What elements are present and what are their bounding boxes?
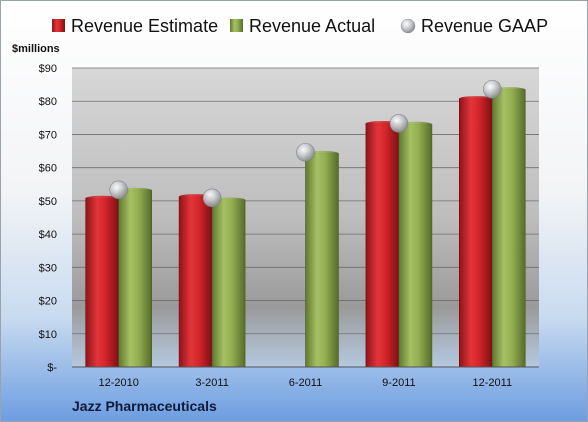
y-tick-label: $90 (39, 63, 57, 75)
x-tick-label: 6-2011 (289, 377, 322, 389)
legend-label-revenue-gaap: Revenue GAAP (421, 16, 548, 36)
bar-revenue-actual (211, 199, 246, 368)
y-tick-label: $80 (39, 96, 57, 108)
y-axis-ticks: $- $10 $20 $30 $40 $50 $60 $70 $80 $90 (39, 63, 58, 374)
x-axis-ticks: 12-2010 3-2011 6-2011 9-2011 12-2011 (99, 377, 513, 389)
bar-revenue-estimate-top (459, 96, 493, 102)
bar-revenue-estimate (458, 98, 493, 368)
legend-marker-revenue-gaap (400, 18, 416, 34)
y-tick-label: $- (47, 362, 57, 374)
legend-label-revenue-actual: Revenue Actual (249, 16, 375, 36)
bar-revenue-estimate (365, 123, 400, 368)
gaap-markers (109, 79, 502, 208)
y-tick-label: $20 (39, 296, 57, 308)
bar-revenue-estimate-top (85, 195, 119, 201)
legend: Revenue Estimate Revenue Actual Revenue … (52, 16, 548, 36)
marker-revenue-gaap (296, 143, 315, 162)
y-tick-label: $60 (39, 163, 57, 175)
x-tick-label: 12-2010 (99, 377, 139, 389)
x-tick-label: 9-2011 (382, 377, 415, 389)
x-tick-label: 12-2011 (473, 377, 513, 389)
marker-revenue-gaap (482, 79, 502, 99)
y-tick-label: $70 (39, 129, 57, 141)
marker-revenue-gaap (109, 180, 128, 200)
bars (85, 87, 526, 368)
y-tick-label: $10 (39, 329, 57, 341)
bar-revenue-estimate (85, 197, 119, 368)
marker-revenue-gaap (389, 114, 409, 133)
bar-revenue-estimate (178, 196, 213, 368)
y-unit-label: $millions (12, 43, 60, 55)
legend-label-revenue-estimate: Revenue Estimate (71, 16, 218, 36)
y-tick-label: $30 (39, 262, 57, 274)
y-tick-label: $40 (39, 229, 57, 241)
bar-revenue-actual (118, 189, 152, 368)
legend-swatch-revenue-estimate (52, 19, 65, 32)
legend-swatch-revenue-actual (230, 19, 243, 32)
bar-revenue-actual (305, 153, 339, 368)
y-tick-label: $50 (39, 196, 57, 208)
marker-revenue-gaap (202, 188, 222, 208)
company-name: Jazz Pharmaceuticals (72, 398, 217, 414)
bar-revenue-actual (398, 123, 433, 368)
x-tick-label: 3-2011 (195, 377, 228, 389)
bar-revenue-actual (491, 89, 526, 368)
